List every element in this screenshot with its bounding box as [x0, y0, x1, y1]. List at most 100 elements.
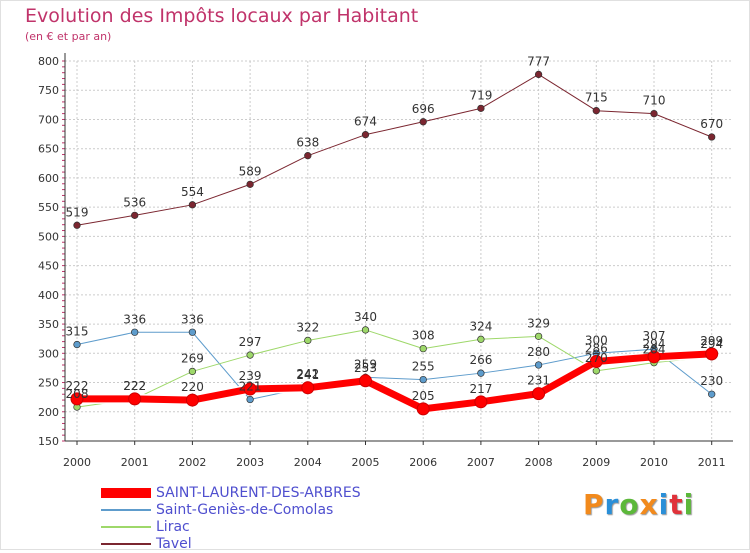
x-tick-label: 2010 [640, 456, 668, 469]
data-label: 266 [469, 353, 492, 367]
logo-letter: i [658, 488, 670, 521]
y-tick-label: 750 [38, 84, 59, 97]
data-label: 239 [239, 369, 262, 383]
x-tick-label: 2004 [294, 456, 322, 469]
data-point [534, 70, 543, 79]
data-point [647, 350, 661, 364]
data-point [304, 336, 312, 345]
data-label: 340 [354, 310, 377, 324]
y-tick-label: 400 [38, 289, 59, 302]
x-tick-label: 2003 [236, 456, 264, 469]
data-label: 286 [585, 341, 608, 355]
data-point [419, 344, 427, 353]
data-point [534, 332, 543, 341]
data-point [73, 340, 81, 349]
series-line [73, 350, 716, 413]
data-label: 519 [66, 205, 89, 219]
data-label: 715 [585, 91, 608, 105]
data-point [474, 395, 488, 409]
chart-subtitle: (en € et par an) [25, 30, 112, 43]
data-point [73, 221, 81, 229]
data-point [131, 211, 139, 219]
data-label: 269 [181, 351, 204, 365]
series-line [76, 73, 713, 226]
data-point [361, 131, 370, 139]
data-point [188, 201, 197, 209]
data-point [477, 369, 485, 377]
logo-letter: t [669, 488, 684, 521]
data-label: 307 [643, 329, 666, 343]
legend-label: Saint-Geniès-de-Comolas [156, 502, 334, 518]
data-label: 315 [66, 325, 89, 339]
legend-label: Tavel [156, 536, 192, 552]
x-tick-label: 2002 [178, 456, 206, 469]
legend-label: SAINT-LAURENT-DES-ARBRES [156, 485, 361, 501]
data-point [243, 382, 257, 396]
data-label: 322 [296, 320, 319, 334]
data-point [708, 390, 716, 398]
data-point [304, 152, 312, 160]
y-tick-label: 700 [38, 113, 59, 126]
data-point [359, 374, 372, 388]
data-label: 230 [700, 374, 723, 388]
data-point [708, 133, 716, 141]
legend-swatch [101, 543, 151, 545]
data-label: 324 [469, 319, 492, 333]
y-tick-label: 500 [38, 230, 59, 243]
data-label: 336 [123, 312, 146, 326]
data-label: 222 [123, 379, 146, 393]
chart-title: Evolution des Impôts locaux par Habitant [25, 5, 419, 27]
data-point [70, 392, 84, 406]
data-label: 670 [700, 117, 723, 131]
data-point [592, 367, 600, 375]
data-point [416, 402, 430, 416]
data-label: 220 [181, 380, 204, 394]
data-point [705, 347, 719, 361]
data-point [246, 351, 254, 359]
data-label: 638 [296, 136, 319, 150]
data-label: 297 [239, 335, 262, 349]
data-label: 308 [412, 329, 435, 343]
x-tick-label: 2006 [409, 456, 437, 469]
y-tick-label: 600 [38, 172, 59, 185]
data-label: 208 [66, 387, 89, 401]
data-label: 696 [412, 102, 435, 116]
data-label: 217 [469, 382, 492, 396]
x-tick-label: 2000 [63, 456, 91, 469]
data-point [188, 328, 197, 336]
data-label: 221 [239, 379, 262, 393]
data-label: 674 [354, 115, 377, 129]
logo-letter: r [604, 488, 620, 521]
data-label: 294 [700, 337, 723, 351]
data-point [128, 392, 142, 406]
data-label: 300 [585, 333, 608, 347]
logo-letter: x [639, 488, 659, 521]
data-label: 589 [239, 164, 262, 178]
x-tick-label: 2007 [467, 456, 495, 469]
y-tick-label: 350 [38, 318, 59, 331]
data-label: 222 [123, 379, 146, 393]
data-label: 241 [296, 368, 319, 382]
data-point [592, 107, 600, 115]
data-point [131, 328, 139, 336]
data-label: 222 [66, 379, 89, 393]
legend-swatch [101, 526, 151, 528]
series-line [76, 331, 713, 400]
data-point [589, 354, 603, 368]
data-label: 536 [123, 195, 146, 209]
legend-label: Lirac [156, 519, 190, 535]
data-point [477, 104, 485, 113]
data-label: 231 [527, 374, 550, 388]
x-tick-label: 2008 [525, 456, 553, 469]
data-label: 253 [354, 361, 377, 375]
data-point [185, 393, 199, 407]
data-label: 242 [296, 367, 319, 381]
proxiti-logo: Proxiti [583, 488, 694, 521]
x-tick-label: 2009 [582, 456, 610, 469]
y-tick-label: 200 [38, 406, 59, 419]
data-label: 280 [527, 345, 550, 359]
data-label: 294 [643, 337, 666, 351]
data-point [246, 180, 254, 189]
